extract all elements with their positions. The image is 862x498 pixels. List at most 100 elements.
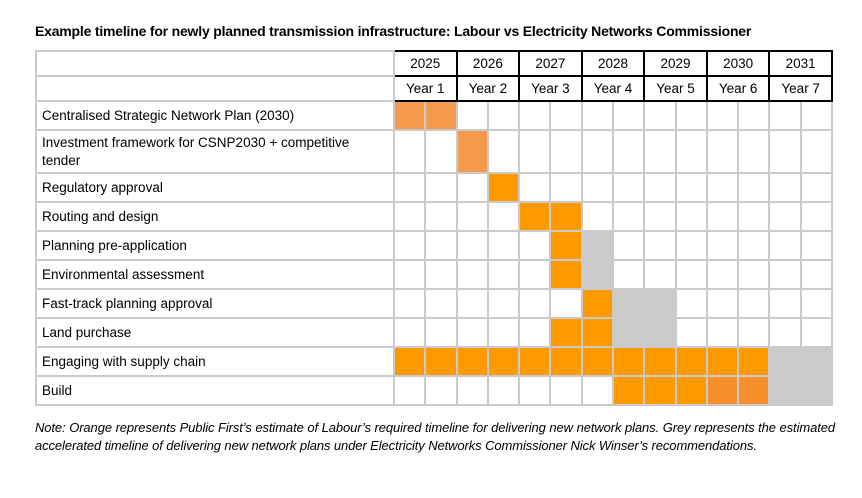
timeline-cell — [799, 375, 834, 407]
timeline-cell — [549, 230, 583, 262]
timeline-cell — [799, 288, 834, 320]
timeline-cell — [611, 317, 646, 349]
corner-cell — [35, 50, 395, 77]
timeline-cell — [705, 172, 740, 204]
timeline-cell — [799, 230, 834, 262]
timeline-cell — [643, 346, 677, 378]
timeline-cell — [549, 288, 583, 320]
year-number-cell: Year 1 — [393, 75, 458, 102]
timeline-cell — [768, 201, 802, 233]
timeline-cell — [580, 128, 614, 175]
row-label: Investment framework for CSNP2030 + comp… — [35, 128, 395, 175]
timeline-cell — [643, 230, 677, 262]
timeline-cell — [674, 375, 708, 407]
timeline-cell — [580, 288, 614, 320]
timeline-cell — [392, 201, 427, 233]
timeline-cell — [518, 375, 552, 407]
timeline-cell — [674, 100, 708, 131]
timeline-cell — [392, 346, 427, 378]
year-header-cell: 2026 — [455, 50, 521, 77]
timeline-cell — [643, 100, 677, 131]
year-header-cell: 2031 — [768, 50, 833, 77]
timeline-cell — [580, 230, 614, 262]
timeline-cell — [737, 317, 771, 349]
timeline-cell — [486, 317, 521, 349]
timeline-cell — [486, 375, 521, 407]
timeline-cell — [580, 100, 614, 131]
timeline-cell — [455, 259, 489, 291]
timeline-cell — [737, 201, 771, 233]
timeline-cell — [549, 100, 583, 131]
timeline-cell — [455, 288, 489, 320]
timeline-cell — [392, 259, 427, 291]
year-header-row: 2025 2026 2027 2028 2029 2030 2031 — [35, 50, 833, 77]
timeline-cell — [580, 201, 614, 233]
timeline-cell — [674, 230, 708, 262]
timeline-cell — [643, 317, 677, 349]
timeline-row: Fast-track planning approval — [35, 288, 834, 320]
timeline-cell — [737, 230, 771, 262]
timeline-cell — [518, 230, 552, 262]
timeline-cell — [518, 172, 552, 204]
timeline-cell — [518, 201, 552, 233]
timeline-cell — [768, 375, 802, 407]
year-number-cell: Year 2 — [455, 75, 521, 102]
timeline-cell — [737, 172, 771, 204]
timeline-row: Regulatory approval — [35, 172, 834, 204]
timeline-cell — [737, 259, 771, 291]
timeline-cell — [455, 201, 489, 233]
timeline-cell — [643, 201, 677, 233]
timeline-cell — [674, 317, 708, 349]
timeline-row: Build — [35, 375, 834, 407]
timeline-cell — [799, 128, 834, 175]
corner-cell — [35, 75, 395, 102]
timeline-cell — [611, 128, 646, 175]
timeline-cell — [549, 375, 583, 407]
timeline-cell — [768, 259, 802, 291]
timeline-row: Engaging with supply chain — [35, 346, 834, 378]
timeline-cell — [799, 317, 834, 349]
timeline-cell — [705, 288, 740, 320]
timeline-cell — [643, 375, 677, 407]
row-label: Environmental assessment — [35, 259, 395, 291]
timeline-cell — [486, 128, 521, 175]
timeline-cell — [424, 172, 458, 204]
row-label: Engaging with supply chain — [35, 346, 395, 378]
timeline-cell — [392, 317, 427, 349]
row-label: Routing and design — [35, 201, 395, 233]
timeline-cell — [611, 172, 646, 204]
timeline-cell — [705, 100, 740, 131]
timeline-cell — [768, 172, 802, 204]
row-label: Build — [35, 375, 395, 407]
timeline-row: Environmental assessment — [35, 259, 834, 291]
timeline-cell — [486, 230, 521, 262]
timeline-cell — [518, 128, 552, 175]
year-header-cell: 2027 — [518, 50, 583, 77]
timeline-cell — [705, 317, 740, 349]
timeline-cell — [518, 288, 552, 320]
timeline-cell — [424, 346, 458, 378]
year-number-cell: Year 6 — [705, 75, 771, 102]
chart-title: Example timeline for newly planned trans… — [35, 23, 752, 39]
timeline-cell — [424, 375, 458, 407]
timeline-cell — [611, 346, 646, 378]
year-number-cell: Year 3 — [518, 75, 583, 102]
timeline-cell — [580, 375, 614, 407]
row-label: Planning pre-application — [35, 230, 395, 262]
timeline-cell — [799, 259, 834, 291]
timeline-cell — [486, 346, 521, 378]
timeline-cell — [424, 201, 458, 233]
timeline-cell — [424, 317, 458, 349]
timeline-cell — [705, 201, 740, 233]
timeline-cell — [549, 317, 583, 349]
timeline-cell — [737, 375, 771, 407]
timeline-cell — [392, 230, 427, 262]
timeline-cell — [392, 128, 427, 175]
year-number-cell: Year 4 — [580, 75, 646, 102]
timeline-cell — [455, 230, 489, 262]
year-header-cell: 2028 — [580, 50, 646, 77]
timeline-table: 2025 2026 2027 2028 2029 2030 2031 Year 1 Year 2… — [35, 50, 834, 407]
timeline-cell — [455, 100, 489, 131]
timeline-cell — [705, 259, 740, 291]
timeline-cell — [580, 346, 614, 378]
